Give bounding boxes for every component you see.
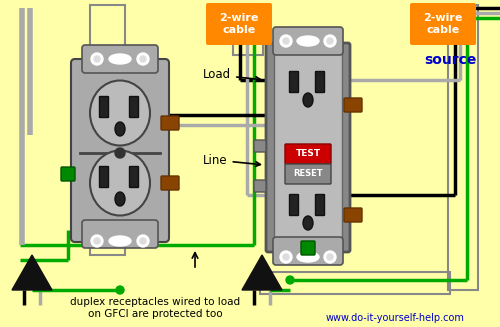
Circle shape xyxy=(91,235,103,247)
Circle shape xyxy=(324,251,336,263)
Polygon shape xyxy=(12,255,52,290)
Text: TEST: TEST xyxy=(296,149,320,159)
Circle shape xyxy=(94,238,100,244)
Circle shape xyxy=(94,56,100,62)
Circle shape xyxy=(280,251,292,263)
Text: 2-wire
cable: 2-wire cable xyxy=(220,13,258,35)
FancyBboxPatch shape xyxy=(100,166,108,187)
Ellipse shape xyxy=(303,93,313,107)
FancyBboxPatch shape xyxy=(71,59,169,242)
Text: duplex receptacles wired to load
on GFCI are protected too: duplex receptacles wired to load on GFCI… xyxy=(70,297,240,319)
Ellipse shape xyxy=(109,236,131,246)
Circle shape xyxy=(283,254,289,260)
FancyBboxPatch shape xyxy=(290,72,298,93)
FancyBboxPatch shape xyxy=(61,167,75,181)
FancyBboxPatch shape xyxy=(285,144,331,164)
Circle shape xyxy=(116,286,124,294)
FancyBboxPatch shape xyxy=(410,3,476,45)
Text: source: source xyxy=(424,53,476,67)
Ellipse shape xyxy=(109,54,131,64)
FancyBboxPatch shape xyxy=(316,72,324,93)
FancyBboxPatch shape xyxy=(273,27,343,55)
Ellipse shape xyxy=(90,80,150,146)
FancyBboxPatch shape xyxy=(206,3,272,45)
FancyBboxPatch shape xyxy=(266,43,350,252)
FancyBboxPatch shape xyxy=(290,195,298,215)
Ellipse shape xyxy=(115,122,125,136)
Text: Load: Load xyxy=(203,68,260,81)
Text: www.do-it-yourself-help.com: www.do-it-yourself-help.com xyxy=(326,313,464,323)
FancyBboxPatch shape xyxy=(301,241,315,255)
FancyBboxPatch shape xyxy=(344,98,362,112)
Text: Line: Line xyxy=(203,153,260,166)
FancyBboxPatch shape xyxy=(273,237,343,265)
Text: 2-wire
cable: 2-wire cable xyxy=(424,13,463,35)
FancyBboxPatch shape xyxy=(100,96,108,117)
Circle shape xyxy=(137,235,149,247)
Polygon shape xyxy=(242,255,282,290)
Ellipse shape xyxy=(115,192,125,206)
FancyBboxPatch shape xyxy=(254,140,266,152)
FancyBboxPatch shape xyxy=(344,208,362,222)
FancyBboxPatch shape xyxy=(82,45,158,73)
FancyBboxPatch shape xyxy=(161,116,179,130)
Circle shape xyxy=(91,53,103,65)
Circle shape xyxy=(286,276,294,284)
FancyBboxPatch shape xyxy=(274,50,342,245)
FancyBboxPatch shape xyxy=(82,220,158,248)
FancyBboxPatch shape xyxy=(285,164,331,184)
FancyBboxPatch shape xyxy=(316,195,324,215)
FancyBboxPatch shape xyxy=(254,180,266,192)
Ellipse shape xyxy=(90,150,150,215)
Ellipse shape xyxy=(297,252,319,262)
FancyBboxPatch shape xyxy=(161,176,179,190)
Circle shape xyxy=(137,53,149,65)
FancyBboxPatch shape xyxy=(130,166,138,187)
FancyBboxPatch shape xyxy=(130,96,138,117)
Circle shape xyxy=(327,254,333,260)
Circle shape xyxy=(280,35,292,47)
Circle shape xyxy=(140,238,146,244)
Text: RESET: RESET xyxy=(293,169,323,179)
Ellipse shape xyxy=(303,216,313,230)
Circle shape xyxy=(115,148,125,158)
Ellipse shape xyxy=(297,36,319,46)
Circle shape xyxy=(327,38,333,44)
Circle shape xyxy=(283,38,289,44)
Circle shape xyxy=(324,35,336,47)
Circle shape xyxy=(140,56,146,62)
